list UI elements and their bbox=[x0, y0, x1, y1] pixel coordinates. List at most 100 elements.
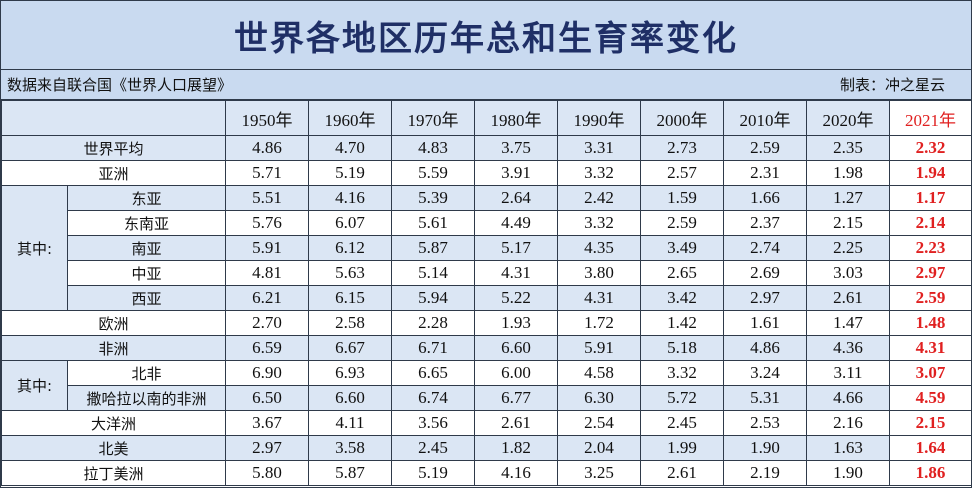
table-cell-highlight: 1.48 bbox=[889, 310, 972, 336]
table-cell: 6.65 bbox=[391, 360, 475, 386]
row-label: 大洋洲 bbox=[1, 410, 226, 436]
table-cell: 5.61 bbox=[391, 210, 475, 236]
row-label: 撒哈拉以南的非洲 bbox=[67, 385, 226, 411]
sheet-title: 世界各地区历年总和生育率变化 bbox=[1, 1, 971, 70]
table-cell: 2.65 bbox=[640, 260, 724, 286]
table-cell: 5.63 bbox=[308, 260, 392, 286]
table-cell-highlight: 1.86 bbox=[889, 460, 972, 486]
table-cell: 5.39 bbox=[391, 185, 475, 211]
table-cell: 5.18 bbox=[640, 335, 724, 361]
table-cell: 2.61 bbox=[474, 410, 558, 436]
year-header: 2010年 bbox=[723, 100, 807, 136]
table-cell: 3.31 bbox=[557, 135, 641, 161]
fertility-table: 1950年 1960年 1970年 1980年 1990年 2000年 2010… bbox=[1, 100, 972, 486]
table-cell: 4.49 bbox=[474, 210, 558, 236]
table-cell: 1.98 bbox=[806, 160, 890, 186]
row-label: 拉丁美洲 bbox=[1, 460, 226, 486]
table-cell: 2.97 bbox=[723, 285, 807, 311]
table-cell: 4.58 bbox=[557, 360, 641, 386]
table-cell: 2.28 bbox=[391, 310, 475, 336]
table-row: 南亚 5.91 6.12 5.87 5.17 4.35 3.49 2.74 2.… bbox=[1, 235, 972, 261]
table-cell: 2.64 bbox=[474, 185, 558, 211]
table-cell: 2.45 bbox=[640, 410, 724, 436]
table-cell-highlight: 2.14 bbox=[889, 210, 972, 236]
table-cell: 2.42 bbox=[557, 185, 641, 211]
table-row: 西亚 6.21 6.15 5.94 5.22 4.31 3.42 2.97 2.… bbox=[1, 285, 972, 311]
table-cell-highlight: 4.59 bbox=[889, 385, 972, 411]
table-cell: 2.19 bbox=[723, 460, 807, 486]
table-cell-highlight: 2.97 bbox=[889, 260, 972, 286]
table-cell: 1.61 bbox=[723, 310, 807, 336]
table-cell: 2.70 bbox=[225, 310, 309, 336]
table-row: 大洋洲 3.67 4.11 3.56 2.61 2.54 2.45 2.53 2… bbox=[1, 410, 972, 436]
table-cell: 5.91 bbox=[557, 335, 641, 361]
table-cell: 4.16 bbox=[308, 185, 392, 211]
table-cell: 2.97 bbox=[225, 435, 309, 461]
table-cell: 4.36 bbox=[806, 335, 890, 361]
table-cell: 5.94 bbox=[391, 285, 475, 311]
table-row: 撒哈拉以南的非洲 6.50 6.60 6.74 6.77 6.30 5.72 5… bbox=[1, 385, 972, 411]
table-cell: 2.59 bbox=[723, 135, 807, 161]
table-cell: 5.51 bbox=[225, 185, 309, 211]
table-cell: 3.25 bbox=[557, 460, 641, 486]
table-cell: 5.71 bbox=[225, 160, 309, 186]
table-cell: 2.45 bbox=[391, 435, 475, 461]
table-cell: 3.32 bbox=[640, 360, 724, 386]
source-bar: 数据来自联合国《世界人口展望》 制表：冲之星云 bbox=[1, 70, 971, 100]
table-cell: 6.77 bbox=[474, 385, 558, 411]
table-cell: 1.90 bbox=[806, 460, 890, 486]
row-label: 西亚 bbox=[67, 285, 226, 311]
table-cell: 2.37 bbox=[723, 210, 807, 236]
table-row: 其中: 北非 6.90 6.93 6.65 6.00 4.58 3.32 3.2… bbox=[1, 360, 972, 411]
table-cell-highlight: 1.64 bbox=[889, 435, 972, 461]
table-cell: 3.91 bbox=[474, 160, 558, 186]
table-cell-highlight: 2.23 bbox=[889, 235, 972, 261]
year-header: 1960年 bbox=[308, 100, 392, 136]
table-cell: 5.19 bbox=[308, 160, 392, 186]
table-row: 东南亚 5.76 6.07 5.61 4.49 3.32 2.59 2.37 2… bbox=[1, 210, 972, 236]
table-cell: 3.56 bbox=[391, 410, 475, 436]
table-cell: 3.67 bbox=[225, 410, 309, 436]
table-cell: 3.32 bbox=[557, 160, 641, 186]
year-header: 2020年 bbox=[806, 100, 890, 136]
table-cell: 1.93 bbox=[474, 310, 558, 336]
table-cell: 1.42 bbox=[640, 310, 724, 336]
table-cell: 4.31 bbox=[474, 260, 558, 286]
author-note: 制表：冲之星云 bbox=[839, 76, 945, 94]
table-cell: 4.35 bbox=[557, 235, 641, 261]
table-cell: 6.30 bbox=[557, 385, 641, 411]
table-cell: 5.19 bbox=[391, 460, 475, 486]
table-cell: 3.49 bbox=[640, 235, 724, 261]
group-label: 其中: bbox=[1, 185, 68, 311]
table-cell: 6.74 bbox=[391, 385, 475, 411]
row-label: 东南亚 bbox=[67, 210, 226, 236]
table-cell: 6.67 bbox=[308, 335, 392, 361]
table-cell-highlight: 1.17 bbox=[889, 185, 972, 211]
table-cell: 4.16 bbox=[474, 460, 558, 486]
table-cell: 1.27 bbox=[806, 185, 890, 211]
table-cell: 1.90 bbox=[723, 435, 807, 461]
table-cell: 2.35 bbox=[806, 135, 890, 161]
table-cell: 6.71 bbox=[391, 335, 475, 361]
table-cell: 3.32 bbox=[557, 210, 641, 236]
table-cell: 5.17 bbox=[474, 235, 558, 261]
table-row: 其中: 东亚 5.51 4.16 5.39 2.64 2.42 1.59 1.6… bbox=[1, 185, 972, 311]
table-cell: 6.60 bbox=[308, 385, 392, 411]
row-label: 南亚 bbox=[67, 235, 226, 261]
table-cell: 3.58 bbox=[308, 435, 392, 461]
table-cell-highlight: 2.59 bbox=[889, 285, 972, 311]
row-label: 非洲 bbox=[1, 335, 226, 361]
table-cell: 2.61 bbox=[640, 460, 724, 486]
table-cell: 6.90 bbox=[225, 360, 309, 386]
table-cell: 6.12 bbox=[308, 235, 392, 261]
table-cell-highlight: 2.32 bbox=[889, 135, 972, 161]
table-cell: 6.93 bbox=[308, 360, 392, 386]
table-row: 亚洲 5.71 5.19 5.59 3.91 3.32 2.57 2.31 1.… bbox=[1, 160, 972, 186]
source-note: 数据来自联合国《世界人口展望》 bbox=[7, 76, 233, 94]
table-cell: 4.31 bbox=[557, 285, 641, 311]
row-label: 世界平均 bbox=[1, 135, 226, 161]
row-label: 东亚 bbox=[67, 185, 226, 211]
table-cell: 3.75 bbox=[474, 135, 558, 161]
table-cell: 5.87 bbox=[308, 460, 392, 486]
